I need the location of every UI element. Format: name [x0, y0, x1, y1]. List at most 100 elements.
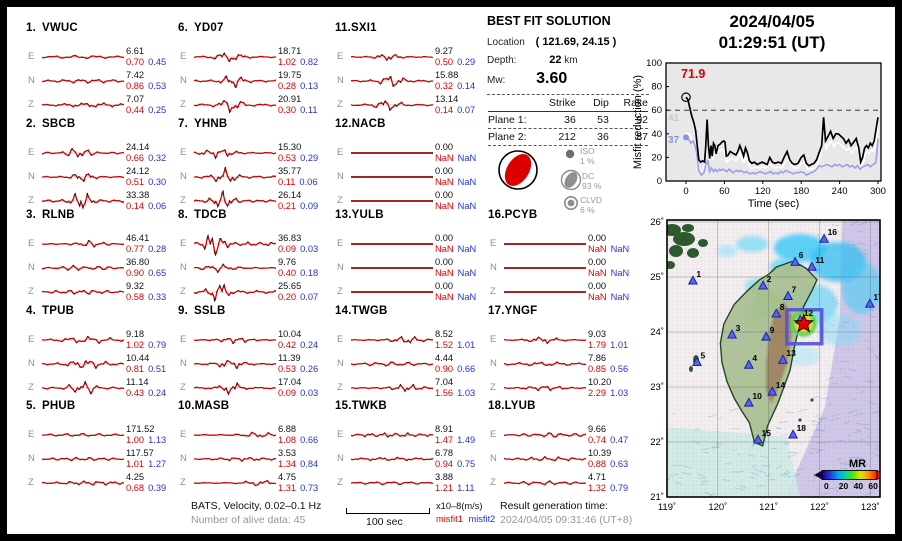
- trace-amplitude: 36.80: [126, 257, 150, 267]
- trace-amplitude: 4.75: [278, 472, 297, 482]
- component-label: E: [28, 51, 35, 62]
- component-label: Z: [337, 99, 343, 110]
- component-label: N: [490, 453, 497, 464]
- trace-amplitude: 0.00: [435, 233, 454, 243]
- component-label: Z: [180, 195, 186, 206]
- trace-misfits: NaN NaN: [435, 177, 476, 188]
- trace-misfits: NaN NaN: [588, 268, 629, 279]
- component-label: Z: [180, 99, 186, 110]
- map-station-number: 5: [700, 350, 705, 360]
- waveform-plot: [194, 52, 276, 63]
- mr-field-blob: [736, 236, 768, 252]
- misfit1-value: 0.21: [278, 200, 297, 211]
- trace-row-NACB-E: E 0.00 NaN NaN: [331, 141, 483, 165]
- solution-title: BEST FIT SOLUTION: [487, 14, 611, 28]
- misfit2-value: 0.79: [610, 482, 629, 493]
- component-label: Z: [337, 195, 343, 206]
- alive-data-line: Number of alive data: 45: [191, 514, 306, 526]
- trace-row-YNGF-E: E 9.03 1.79 1.01: [484, 328, 636, 352]
- component-label: N: [337, 358, 344, 369]
- station-header: 14.TWGB: [335, 305, 388, 317]
- trace-row-YULB-Z: Z 0.00 NaN NaN: [331, 280, 483, 304]
- waveform-plot: [194, 189, 276, 209]
- trace-misfits: 0.88 0.63: [588, 459, 628, 470]
- station-block-PHUB: 5. PHUB E 171.52 1.00 1.13 N 117.57 1.01 1.27 Z 4.2…: [22, 400, 174, 493]
- station-number: 17.: [488, 305, 505, 317]
- trace-misfits: 1.21 1.11: [435, 483, 475, 494]
- misfit2-value: 0.07: [457, 104, 476, 115]
- misfit1-value: 1.31: [278, 482, 297, 493]
- station-block-TDCB: 8. TDCB E 36.83 0.09 0.03 N 9.76 0.40 0.18 Z 25.65 0…: [174, 209, 326, 304]
- colorbar-tick-label: 0: [824, 481, 829, 491]
- waveform-plot: [351, 243, 433, 245]
- colorbar-title: MR: [849, 458, 866, 470]
- map-station-triangle-5: [691, 356, 703, 366]
- waveform-plot: [351, 100, 433, 112]
- component-label: E: [337, 429, 344, 440]
- china-coast-patch: [698, 239, 708, 247]
- waveform-plot: [351, 176, 433, 178]
- trace-amplitude: 11.39: [278, 353, 301, 363]
- table-rule-bottom: [488, 145, 648, 146]
- trace-amplitude: 46.41: [126, 233, 150, 243]
- result-time-value: 2024/04/05 09:31:46 (UT+8): [500, 514, 633, 526]
- misfit2-value: 0.24: [300, 339, 319, 350]
- waveform-plot: [351, 152, 433, 154]
- trace-amplitude: 25.65: [278, 281, 302, 291]
- component-label: N: [490, 262, 497, 273]
- y-tick-label: 20: [651, 152, 662, 163]
- component-label: E: [28, 429, 35, 440]
- trace-row-RLNB-E: E 46.41 0.77 0.28: [22, 232, 174, 256]
- trace-amplitude: 3.53: [278, 448, 297, 458]
- trace-misfits: 1.31 0.73: [278, 483, 318, 494]
- station-name: SSLB: [194, 305, 226, 317]
- misfit2-value: 0.63: [610, 458, 629, 469]
- mr-field-blob: [717, 245, 737, 257]
- waveform-plot: [504, 336, 586, 345]
- trace-misfits: NaN NaN: [435, 292, 476, 303]
- misfit1-legend-label: misfit1: [436, 514, 463, 524]
- plane1-rake: 92: [636, 114, 648, 126]
- misfit1-value: 0.14: [435, 104, 454, 115]
- station-name: PHUB: [42, 400, 76, 412]
- station-name: LYUB: [504, 400, 536, 412]
- misfit2-value: 0.32: [148, 152, 167, 163]
- trace-amplitude: 117.57: [126, 448, 154, 458]
- waveform-plot: [194, 283, 276, 303]
- misfit2-value: NaN: [610, 243, 630, 254]
- component-label: E: [180, 334, 187, 345]
- plane1-strike: 36: [564, 114, 576, 126]
- location-value: ( 121.69, 24.15 ): [535, 36, 617, 48]
- waveform-plot: [504, 291, 586, 293]
- trace-amplitude: 0.00: [435, 142, 454, 152]
- component-label: N: [28, 171, 35, 182]
- station-number: 3.: [26, 209, 36, 221]
- misfit1-value: 0.50: [435, 56, 454, 67]
- col-dip: Dip: [593, 97, 609, 109]
- station-name: SBCB: [42, 118, 76, 130]
- trace-amplitude: 24.14: [126, 142, 150, 152]
- station-block-YNGF: 17.YNGF E 9.03 1.79 1.01 N 7.86 0.85 0.56 Z 10.20 2…: [484, 305, 636, 398]
- waveform-plot: [351, 481, 433, 486]
- trace-row-YD07-Z: Z 20.91 0.30 0.11: [174, 93, 326, 117]
- waveform-plot: [42, 147, 124, 158]
- trace-row-TDCB-Z: Z 25.65 0.20 0.07: [174, 280, 326, 304]
- trace-misfits: 0.86 0.53: [126, 81, 166, 92]
- misfit1-value: 0.51: [126, 176, 145, 187]
- misfit2-value: 0.13: [300, 80, 319, 91]
- station-block-SXI1: 11.SXI1 E 9.27 0.50 0.29 N 15.88 0.32 0.14 Z 13.14…: [331, 22, 483, 115]
- station-header: 1. VWUC: [26, 22, 78, 34]
- trace-misfits: 0.09 0.03: [278, 388, 318, 399]
- trace-row-NACB-N: N 0.00 NaN NaN: [331, 165, 483, 189]
- trace-values: 36.80 0.90 0.65: [126, 257, 166, 278]
- station-number: 16.: [488, 209, 505, 221]
- china-coast-patch: [682, 224, 694, 232]
- trace-amplitude: 0.00: [435, 166, 454, 176]
- mw-label: Mw:: [487, 75, 506, 86]
- misfit2-value: 0.30: [148, 176, 167, 187]
- waveform-plot: [351, 54, 433, 62]
- trace-row-SSLB-E: E 10.04 0.42 0.24: [174, 328, 326, 352]
- trace-values: 4.75 1.31 0.73: [278, 472, 318, 493]
- waveform-plot: [194, 381, 276, 396]
- component-label: Z: [28, 382, 34, 393]
